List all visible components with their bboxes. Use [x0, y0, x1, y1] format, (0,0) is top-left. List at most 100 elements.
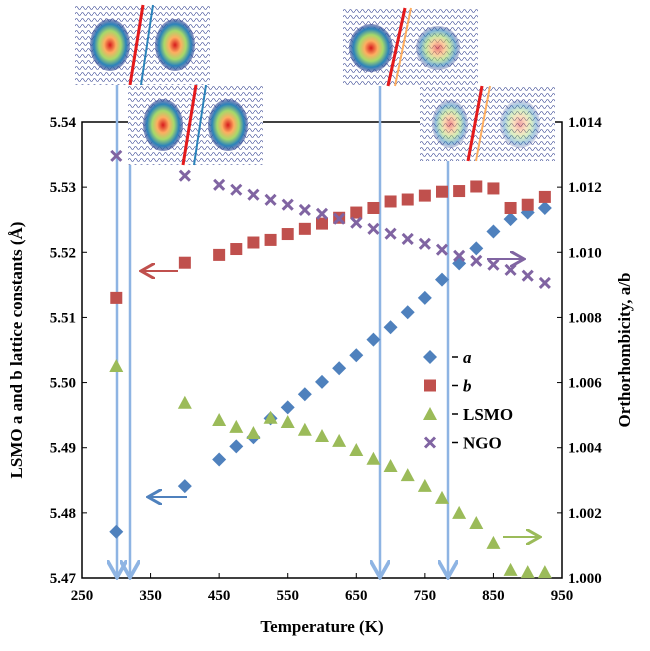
- y2-axis-title: Orthorhombicity, a/b: [615, 273, 634, 428]
- legend-label: b: [463, 377, 472, 396]
- marker-square: [230, 243, 242, 255]
- marker-x: [437, 245, 447, 255]
- y-tick-label: 5.51: [50, 310, 76, 326]
- x-tick-label: 250: [71, 588, 94, 604]
- marker-square: [402, 194, 414, 206]
- marker-triangle: [538, 565, 552, 578]
- marker-square: [453, 185, 465, 197]
- marker-diamond: [366, 333, 380, 347]
- y-tick-label: 5.48: [50, 506, 76, 522]
- marker-triangle: [384, 459, 398, 472]
- marker-triangle: [366, 452, 380, 465]
- marker-square: [505, 202, 517, 214]
- marker-triangle: [486, 536, 500, 549]
- y2-tick-label: 1.014: [568, 115, 602, 131]
- axis-arrows: [143, 259, 538, 537]
- marker-x: [266, 195, 276, 205]
- marker-square: [539, 191, 551, 203]
- x-axis-title: Temperature (K): [260, 617, 383, 636]
- legend-label: NGO: [463, 434, 502, 453]
- marker-square: [487, 182, 499, 194]
- y2-tick-label: 1.012: [568, 180, 602, 196]
- marker-square: [110, 292, 122, 304]
- marker-diamond: [486, 224, 500, 238]
- marker-triangle: [315, 429, 329, 442]
- marker-x: [317, 209, 327, 219]
- y-tick-label: 5.47: [50, 571, 77, 587]
- marker-triangle: [452, 506, 466, 519]
- legend-label: LSMO: [463, 405, 513, 424]
- marker-x: [368, 224, 378, 234]
- y2-tick-label: 1.002: [568, 506, 602, 522]
- marker-x: [471, 256, 481, 266]
- y2-tick-label: 1.000: [568, 571, 602, 587]
- marker-square: [350, 207, 362, 219]
- marker-square: [213, 249, 225, 261]
- marker-x: [283, 200, 293, 210]
- y-tick-label: 5.52: [50, 245, 76, 261]
- inset-maps: [75, 5, 555, 165]
- y2-tick-label: 1.006: [568, 376, 602, 392]
- marker-diamond: [109, 525, 123, 539]
- marker-triangle: [281, 415, 295, 428]
- marker-triangle: [521, 565, 535, 578]
- marker-x: [351, 218, 361, 228]
- marker-x: [425, 438, 435, 448]
- marker-triangle: [469, 516, 483, 529]
- marker-square: [367, 202, 379, 214]
- marker-x: [231, 185, 241, 195]
- marker-x: [488, 260, 498, 270]
- y-tick-label: 5.49: [50, 441, 76, 457]
- marker-x: [506, 265, 516, 275]
- marker-square: [470, 180, 482, 192]
- marker-triangle: [246, 426, 260, 439]
- marker-diamond: [332, 361, 346, 375]
- marker-x: [180, 171, 190, 181]
- marker-x: [420, 239, 430, 249]
- y-axis-title: LSMO a and b lattice constants (Å): [7, 222, 26, 479]
- x-tick-label: 550: [276, 588, 299, 604]
- marker-square: [265, 234, 277, 246]
- marker-diamond: [538, 201, 552, 215]
- marker-triangle: [349, 443, 363, 456]
- marker-x: [403, 234, 413, 244]
- marker-x: [300, 205, 310, 215]
- marker-x: [523, 271, 533, 281]
- marker-diamond: [384, 320, 398, 334]
- marker-diamond: [452, 256, 466, 270]
- marker-square: [522, 199, 534, 211]
- marker-triangle: [423, 407, 437, 420]
- y-tick-label: 5.54: [50, 115, 77, 131]
- marker-diamond: [298, 387, 312, 401]
- marker-triangle: [298, 423, 312, 436]
- marker-square: [179, 257, 191, 269]
- x-tick-label: 950: [551, 588, 574, 604]
- marker-x: [248, 190, 258, 200]
- x-tick-label: 650: [345, 588, 368, 604]
- marker-x: [214, 180, 224, 190]
- marker-triangle: [504, 563, 518, 576]
- legend-label: a: [463, 348, 472, 367]
- marker-square: [436, 186, 448, 198]
- marker-diamond: [423, 350, 437, 364]
- marker-diamond: [504, 212, 518, 226]
- marker-diamond: [281, 400, 295, 414]
- x-tick-label: 750: [414, 588, 437, 604]
- marker-square: [247, 237, 259, 249]
- y2-tick-label: 1.008: [568, 310, 602, 326]
- y-tick-label: 5.50: [50, 376, 76, 392]
- marker-triangle: [332, 434, 346, 447]
- marker-square: [385, 195, 397, 207]
- marker-triangle: [418, 479, 432, 492]
- x-tick-label: 450: [208, 588, 231, 604]
- marker-x: [386, 229, 396, 239]
- marker-diamond: [178, 479, 192, 493]
- marker-diamond: [469, 241, 483, 255]
- marker-diamond: [212, 452, 226, 466]
- x-tick-label: 350: [139, 588, 162, 604]
- marker-diamond: [229, 439, 243, 453]
- marker-triangle: [109, 359, 123, 372]
- y2-tick-label: 1.004: [568, 441, 602, 457]
- x-tick-label: 850: [482, 588, 505, 604]
- y-tick-label: 5.53: [50, 180, 76, 196]
